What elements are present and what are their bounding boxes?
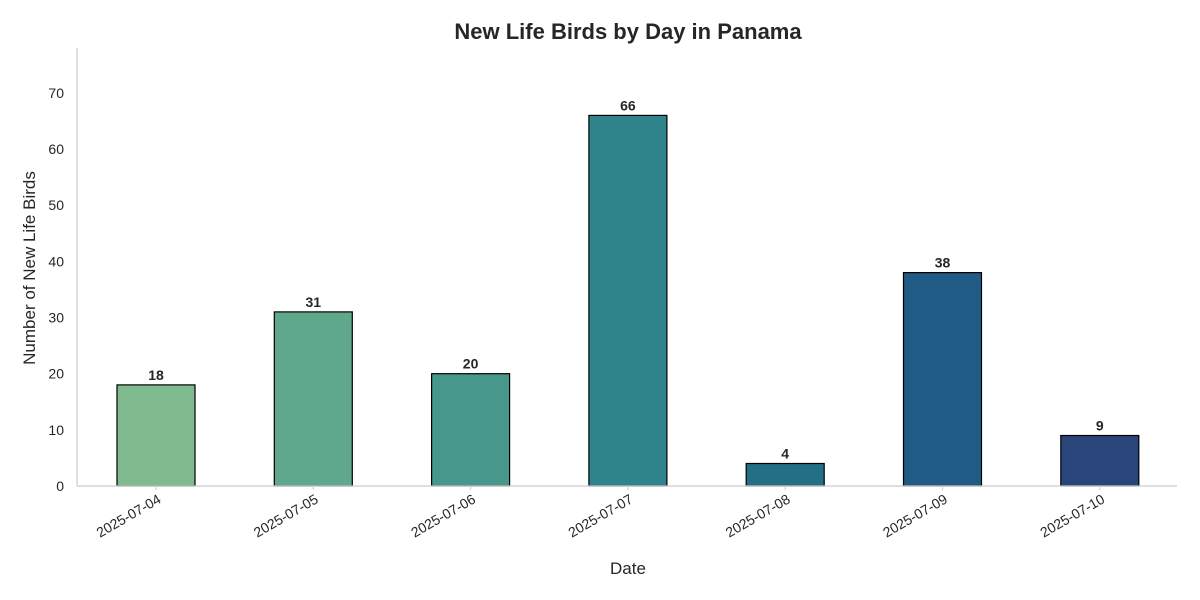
y-tick-label: 20: [48, 366, 64, 382]
x-tick-label: 2025-07-06: [408, 491, 478, 541]
bar-2025-07-08: [745, 462, 825, 487]
data-label-2025-07-07: 66: [620, 97, 636, 113]
x-tick-label: 2025-07-04: [93, 491, 163, 541]
data-label-2025-07-08: 4: [781, 446, 789, 462]
bar-2025-07-10: [1060, 434, 1140, 487]
bar-2025-07-06: [431, 373, 511, 487]
y-tick-label: 30: [48, 310, 64, 326]
data-label-2025-07-10: 9: [1096, 418, 1104, 434]
data-labels-group: 18 31 20 66 4 38 9: [148, 97, 1104, 461]
x-ticks-group: 2025-07-04 2025-07-05 2025-07-06 2025-07-07…: [93, 486, 1107, 540]
y-tick-label: 60: [48, 141, 64, 157]
x-tick-label: 2025-07-05: [251, 491, 321, 541]
data-label-2025-07-06: 20: [463, 356, 479, 372]
bar-2025-07-09: [902, 272, 983, 487]
y-tick-label: 50: [48, 197, 64, 213]
x-tick-label: 2025-07-08: [723, 491, 793, 541]
bar-2025-07-04: [116, 384, 196, 487]
x-tick-label: 2025-07-09: [880, 491, 950, 541]
x-axis-label: Date: [610, 559, 646, 578]
chart-title: New Life Birds by Day in Panama: [454, 19, 802, 44]
y-tick-label: 0: [56, 478, 64, 494]
x-tick-label: 2025-07-07: [565, 491, 635, 541]
y-ticks-group: 0 10 20 30 40 50 60 70: [48, 85, 64, 494]
y-tick-label: 70: [48, 85, 64, 101]
x-tick-label: 2025-07-10: [1037, 491, 1107, 541]
data-label-2025-07-05: 31: [306, 294, 322, 310]
bar-2025-07-07: [588, 114, 668, 487]
data-label-2025-07-09: 38: [935, 255, 951, 271]
bars-group: [116, 114, 1140, 487]
data-label-2025-07-04: 18: [148, 367, 164, 383]
y-tick-label: 10: [48, 422, 64, 438]
bar-2025-07-05: [273, 311, 353, 487]
y-axis-label: Number of New Life Birds: [20, 171, 39, 365]
y-tick-label: 40: [48, 253, 64, 269]
